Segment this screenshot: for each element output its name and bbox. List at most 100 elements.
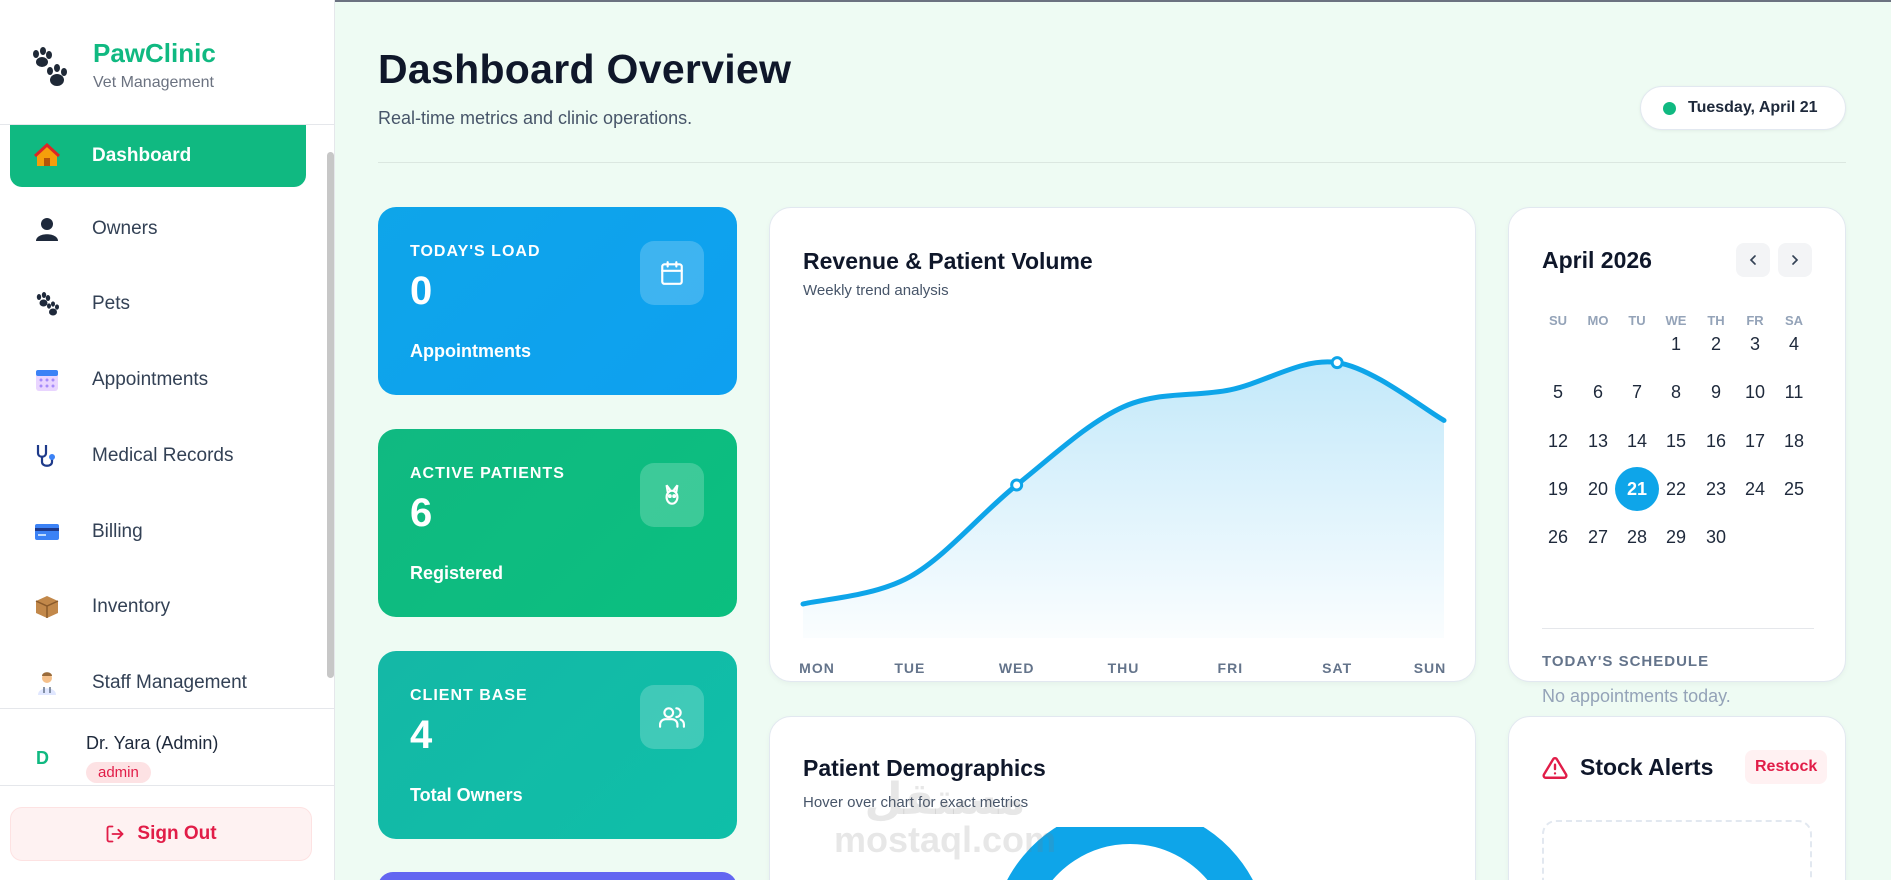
prev-month-button[interactable] bbox=[1736, 243, 1770, 277]
calendar-day[interactable]: 7 bbox=[1631, 381, 1642, 402]
sidebar-item-owners[interactable]: Owners bbox=[10, 198, 306, 260]
person-icon bbox=[34, 216, 74, 242]
calendar-day[interactable]: 15 bbox=[1665, 430, 1687, 451]
x-tick-label: SUN bbox=[1414, 660, 1447, 676]
sidebar: PawClinic Vet Management Dashboard Owner… bbox=[0, 0, 335, 880]
calendar-day[interactable]: 6 bbox=[1592, 381, 1603, 402]
stat-caption: Total Owners bbox=[410, 785, 523, 805]
weekday-label: MO bbox=[1587, 313, 1609, 328]
calendar-day[interactable]: 29 bbox=[1665, 526, 1687, 547]
sidebar-item-label: Appointments bbox=[92, 369, 209, 390]
x-tick-label: FRI bbox=[1218, 660, 1244, 676]
calendar-day[interactable]: 14 bbox=[1626, 430, 1648, 451]
stethoscope-icon bbox=[34, 443, 74, 469]
calendar-day[interactable]: 30 bbox=[1705, 526, 1727, 547]
calendar-day[interactable]: 28 bbox=[1626, 526, 1648, 547]
calendar-day[interactable]: 4 bbox=[1788, 333, 1799, 354]
weekday-label: TH bbox=[1707, 313, 1725, 328]
sidebar-item-appointments[interactable]: Appointments bbox=[10, 349, 306, 411]
stock-alerts-card bbox=[1508, 716, 1846, 880]
stat-caption: Registered bbox=[410, 563, 504, 583]
date-badge: Tuesday, April 21 bbox=[1640, 86, 1846, 130]
window-top-border bbox=[0, 0, 1891, 2]
calendar-day[interactable]: 24 bbox=[1744, 478, 1766, 499]
stock-alerts-empty-area bbox=[1542, 820, 1812, 880]
calendar-day[interactable]: 27 bbox=[1587, 526, 1609, 547]
calendar-day[interactable]: 11 bbox=[1784, 381, 1804, 402]
revenue-area-chart[interactable]: MON TUE WED THU FRI SAT SUN bbox=[770, 208, 1477, 683]
users-icon bbox=[640, 685, 704, 749]
sign-out-label: Sign Out bbox=[137, 823, 217, 844]
stat-card-active-patients[interactable]: ACTIVE PATIENTS 6 Registered bbox=[378, 429, 737, 617]
sidebar-scrollbar[interactable] bbox=[327, 152, 334, 678]
calendar-day[interactable]: 18 bbox=[1783, 430, 1805, 451]
x-tick-label: MON bbox=[799, 660, 835, 676]
calendar-day[interactable]: 1 bbox=[1670, 333, 1681, 354]
stat-card-todays-load[interactable]: TODAY'S LOAD 0 Appointments bbox=[378, 207, 737, 395]
calendar-day[interactable]: 13 bbox=[1587, 430, 1609, 451]
calendar-day[interactable]: 26 bbox=[1547, 526, 1569, 547]
watermark-latin: mostaql.com bbox=[833, 819, 1057, 860]
calendar-month: April 2026 bbox=[1542, 247, 1652, 273]
sidebar-item-medical-records[interactable]: Medical Records bbox=[10, 425, 306, 487]
sidebar-item-label: Dashboard bbox=[92, 145, 192, 166]
calendar-day[interactable]: 5 bbox=[1552, 381, 1563, 402]
calendar-day[interactable]: 10 bbox=[1744, 381, 1766, 402]
calendar-day[interactable]: 2 bbox=[1710, 333, 1721, 354]
sidebar-item-dashboard[interactable]: Dashboard bbox=[10, 125, 306, 187]
area-fill bbox=[803, 361, 1444, 638]
weekday-label: FR bbox=[1746, 313, 1764, 328]
calendar-day[interactable]: 12 bbox=[1547, 430, 1569, 451]
sidebar-item-label: Inventory bbox=[92, 596, 171, 617]
sidebar-item-label: Billing bbox=[92, 521, 143, 542]
stat-caption: Appointments bbox=[410, 341, 531, 361]
calendar-day[interactable]: 19 bbox=[1547, 478, 1569, 499]
calendar-icon bbox=[34, 367, 74, 393]
card-title: Revenue & Patient Volume bbox=[803, 248, 1093, 274]
divider bbox=[0, 708, 335, 709]
divider bbox=[1542, 628, 1814, 629]
card-subtitle: Weekly trend analysis bbox=[803, 282, 949, 299]
weekday-label: SU bbox=[1548, 313, 1568, 328]
credit-card-icon bbox=[34, 519, 74, 545]
stat-card-partial[interactable] bbox=[378, 872, 737, 880]
restock-button[interactable]: Restock bbox=[1745, 750, 1828, 784]
revenue-chart-card: Revenue & Patient Volume Weekly trend an… bbox=[769, 207, 1476, 682]
calendar-day[interactable]: 8 bbox=[1670, 381, 1681, 402]
x-tick-label: WED bbox=[999, 660, 1035, 676]
calendar-day-today[interactable]: 21 bbox=[1615, 467, 1659, 511]
sidebar-item-billing[interactable]: Billing bbox=[10, 501, 306, 563]
brand-subtitle: Vet Management bbox=[93, 74, 214, 91]
calendar-day[interactable]: 22 bbox=[1665, 478, 1687, 499]
sidebar-item-pets[interactable]: Pets bbox=[10, 273, 306, 335]
weekday-label: SA bbox=[1784, 313, 1804, 328]
calendar-day[interactable]: 16 bbox=[1705, 430, 1727, 451]
sign-out-button[interactable]: Sign Out bbox=[10, 807, 312, 861]
warning-icon bbox=[1542, 757, 1568, 779]
page-title: Dashboard Overview bbox=[378, 46, 792, 92]
next-month-button[interactable] bbox=[1778, 243, 1812, 277]
data-point[interactable] bbox=[1330, 356, 1344, 370]
sidebar-item-label: Medical Records bbox=[92, 445, 234, 466]
card-subtitle: Hover over chart for exact metrics bbox=[803, 794, 1029, 811]
calendar-day[interactable]: 3 bbox=[1749, 333, 1760, 354]
sidebar-item-label: Staff Management bbox=[92, 672, 247, 693]
calendar-day[interactable]: 25 bbox=[1783, 478, 1805, 499]
calendar-day[interactable]: 23 bbox=[1705, 478, 1727, 499]
sidebar-item-staff-management[interactable]: Staff Management bbox=[10, 652, 306, 714]
brand[interactable]: PawClinic Vet Management bbox=[28, 30, 328, 100]
calendar-day[interactable]: 17 bbox=[1744, 430, 1766, 451]
page-subtitle: Real-time metrics and clinic operations. bbox=[378, 108, 693, 128]
stat-card-client-base[interactable]: CLIENT BASE 4 Total Owners bbox=[378, 651, 737, 839]
divider bbox=[0, 785, 335, 786]
current-date: Tuesday, April 21 bbox=[1688, 99, 1818, 116]
calendar-day[interactable]: 9 bbox=[1710, 381, 1721, 402]
calendar-day[interactable]: 20 bbox=[1587, 478, 1609, 499]
data-point[interactable] bbox=[1010, 478, 1024, 492]
stat-value: 0 bbox=[410, 269, 433, 313]
pet-icon bbox=[640, 463, 704, 527]
schedule-empty-text: No appointments today. bbox=[1542, 686, 1731, 706]
demographics-donut-chart[interactable] bbox=[970, 827, 1310, 880]
sidebar-item-inventory[interactable]: Inventory bbox=[10, 576, 306, 638]
weekday-label: TU bbox=[1628, 313, 1646, 328]
